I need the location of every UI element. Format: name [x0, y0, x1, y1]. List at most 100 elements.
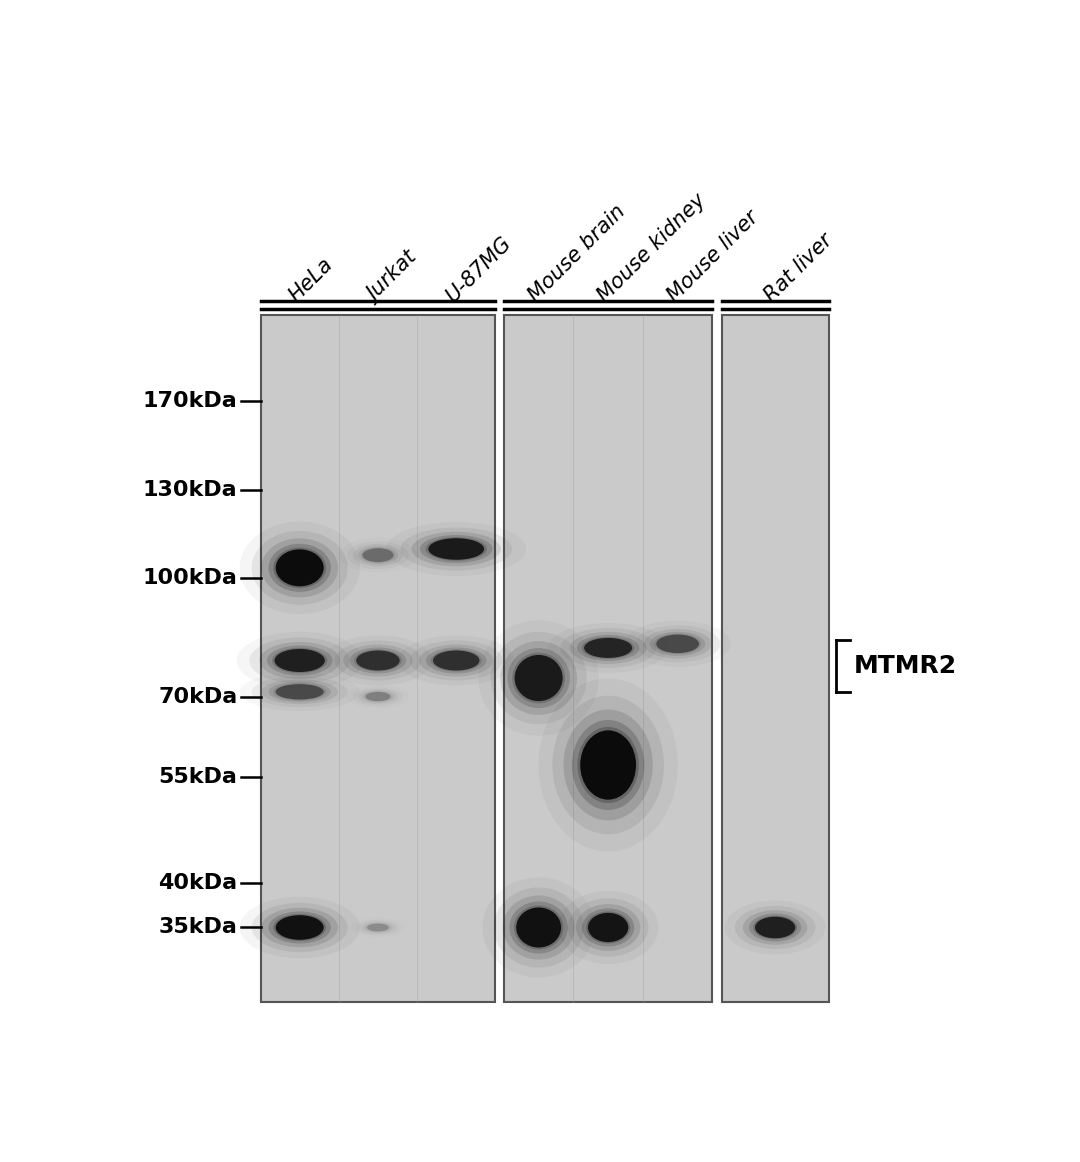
- Ellipse shape: [261, 908, 338, 947]
- Ellipse shape: [267, 645, 333, 675]
- Ellipse shape: [429, 538, 484, 560]
- Ellipse shape: [426, 647, 486, 674]
- Ellipse shape: [367, 924, 389, 931]
- Ellipse shape: [259, 643, 340, 679]
- Ellipse shape: [343, 645, 413, 676]
- Ellipse shape: [419, 645, 494, 676]
- Ellipse shape: [261, 680, 338, 704]
- Ellipse shape: [568, 898, 648, 956]
- Ellipse shape: [578, 727, 639, 803]
- Ellipse shape: [275, 684, 324, 700]
- Ellipse shape: [431, 650, 482, 672]
- Ellipse shape: [275, 916, 324, 940]
- Ellipse shape: [353, 687, 403, 705]
- Ellipse shape: [401, 528, 512, 571]
- Ellipse shape: [576, 904, 640, 951]
- Text: 40kDa: 40kDa: [158, 873, 238, 894]
- Ellipse shape: [426, 537, 487, 561]
- Ellipse shape: [515, 655, 563, 701]
- Ellipse shape: [357, 546, 399, 565]
- Text: 100kDa: 100kDa: [143, 568, 238, 588]
- Text: Rat liver: Rat liver: [761, 230, 837, 306]
- Ellipse shape: [582, 637, 635, 659]
- Bar: [260, 315, 496, 1002]
- Ellipse shape: [335, 640, 421, 681]
- Ellipse shape: [356, 651, 400, 670]
- Ellipse shape: [252, 531, 348, 604]
- Ellipse shape: [364, 923, 392, 932]
- Ellipse shape: [354, 650, 402, 672]
- Ellipse shape: [588, 913, 629, 942]
- Ellipse shape: [274, 648, 325, 672]
- Ellipse shape: [275, 550, 324, 587]
- Ellipse shape: [753, 916, 797, 939]
- Ellipse shape: [364, 691, 392, 702]
- Ellipse shape: [644, 629, 712, 659]
- Text: Mouse brain: Mouse brain: [525, 201, 630, 306]
- Text: 70kDa: 70kDa: [158, 687, 238, 706]
- Ellipse shape: [361, 547, 395, 562]
- Bar: [721, 315, 828, 1002]
- Ellipse shape: [261, 538, 338, 597]
- Ellipse shape: [494, 888, 583, 968]
- Text: Mouse kidney: Mouse kidney: [594, 189, 710, 306]
- Ellipse shape: [362, 690, 394, 703]
- Ellipse shape: [269, 911, 330, 944]
- Ellipse shape: [586, 911, 631, 944]
- Ellipse shape: [734, 906, 815, 949]
- Text: Jurkat: Jurkat: [364, 249, 421, 306]
- Text: MTMR2: MTMR2: [853, 654, 957, 677]
- Ellipse shape: [572, 720, 645, 810]
- Ellipse shape: [420, 535, 492, 564]
- Ellipse shape: [657, 634, 699, 653]
- Text: 55kDa: 55kDa: [159, 767, 238, 787]
- Ellipse shape: [564, 710, 652, 820]
- Bar: [504, 315, 713, 1002]
- Ellipse shape: [273, 683, 326, 701]
- Ellipse shape: [433, 651, 480, 670]
- Ellipse shape: [569, 632, 647, 664]
- Ellipse shape: [353, 544, 403, 566]
- Ellipse shape: [516, 908, 562, 947]
- Ellipse shape: [273, 547, 326, 588]
- Ellipse shape: [552, 696, 664, 834]
- Ellipse shape: [512, 653, 565, 703]
- Text: 130kDa: 130kDa: [143, 480, 238, 501]
- Ellipse shape: [650, 632, 705, 655]
- Ellipse shape: [748, 913, 801, 941]
- Ellipse shape: [252, 903, 348, 952]
- Ellipse shape: [508, 648, 570, 708]
- Ellipse shape: [356, 920, 400, 935]
- Ellipse shape: [363, 548, 393, 562]
- Ellipse shape: [582, 909, 634, 947]
- Ellipse shape: [577, 634, 639, 661]
- Text: 170kDa: 170kDa: [143, 390, 238, 411]
- Ellipse shape: [584, 638, 632, 658]
- Ellipse shape: [252, 676, 348, 708]
- Ellipse shape: [502, 896, 575, 960]
- Ellipse shape: [490, 632, 586, 724]
- Ellipse shape: [510, 902, 568, 954]
- Ellipse shape: [366, 924, 390, 932]
- Ellipse shape: [273, 914, 326, 941]
- Ellipse shape: [514, 905, 564, 949]
- Ellipse shape: [654, 633, 701, 654]
- Ellipse shape: [743, 910, 808, 945]
- Ellipse shape: [409, 640, 502, 681]
- Text: HeLa: HeLa: [285, 254, 337, 306]
- Ellipse shape: [635, 625, 720, 662]
- Text: Mouse liver: Mouse liver: [663, 207, 762, 306]
- Ellipse shape: [411, 532, 501, 566]
- Text: U-87MG: U-87MG: [442, 232, 515, 306]
- Text: 35kDa: 35kDa: [159, 918, 238, 938]
- Ellipse shape: [269, 682, 330, 702]
- Ellipse shape: [359, 689, 397, 704]
- Ellipse shape: [755, 917, 795, 938]
- Ellipse shape: [272, 647, 327, 673]
- Ellipse shape: [350, 647, 406, 674]
- Ellipse shape: [249, 638, 350, 683]
- Ellipse shape: [580, 731, 636, 799]
- Ellipse shape: [361, 921, 395, 933]
- Ellipse shape: [347, 541, 409, 569]
- Ellipse shape: [561, 627, 657, 668]
